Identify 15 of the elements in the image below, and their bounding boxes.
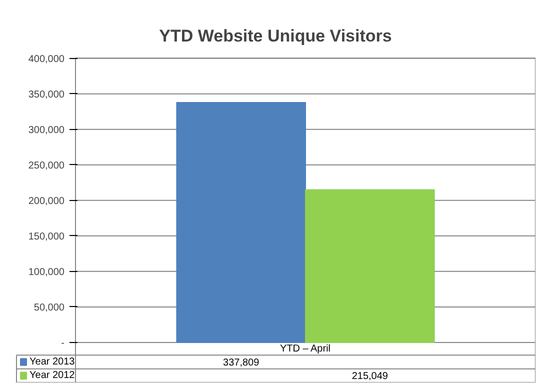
y-tick-label: 400,000 [28,54,65,65]
y-tick-label: 100,000 [28,266,65,278]
y-tick-label: 300,000 [28,124,65,136]
y-tick-label: - [61,338,65,349]
y-tick-label: 200,000 [28,196,65,207]
y-tick-label: 50,000 [34,302,65,314]
legend-label: Year 2012 [30,370,76,382]
y-tick-label: 150,000 [28,231,65,242]
x-tick-label: YTD – April [280,343,331,354]
chart-title: YTD Website Unique Visitors [159,26,392,46]
legend-label: Year 2013 [30,356,76,368]
y-tick-label: 250,000 [28,160,65,172]
data-label: 337,809 [223,357,260,368]
data-label: 215,049 [352,371,388,382]
y-tick-label: 350,000 [28,89,65,100]
